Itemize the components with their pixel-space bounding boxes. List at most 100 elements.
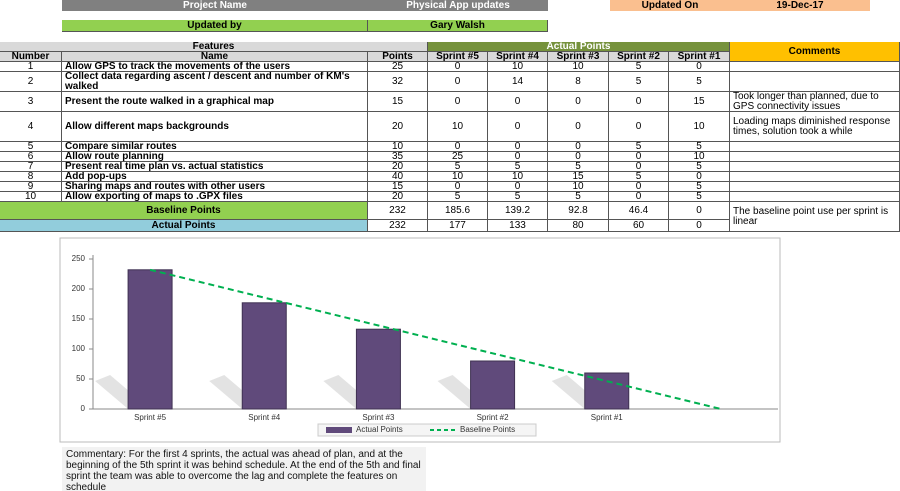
sprint-points: 5 bbox=[669, 72, 730, 92]
sprint-points: 0 bbox=[428, 92, 488, 112]
sprint-points: 10 bbox=[548, 62, 609, 72]
bar bbox=[470, 360, 516, 410]
row-number: 7 bbox=[0, 162, 62, 172]
points: 20 bbox=[368, 112, 428, 142]
summary-sprint: 177 bbox=[428, 220, 488, 232]
sprint-points: 14 bbox=[488, 72, 548, 92]
points: 10 bbox=[368, 142, 428, 152]
summary-sprint: 92.8 bbox=[548, 202, 609, 220]
summary-label: Baseline Points bbox=[0, 202, 368, 220]
sprint-points: 0 bbox=[669, 172, 730, 182]
sprint-points: 15 bbox=[669, 92, 730, 112]
sprint-points: 5 bbox=[669, 142, 730, 152]
legend-box bbox=[317, 423, 537, 437]
sprint-points: 0 bbox=[488, 142, 548, 152]
sprint-points: 5 bbox=[428, 162, 488, 172]
legend-label: Actual Points bbox=[356, 425, 403, 434]
points: 15 bbox=[368, 182, 428, 192]
updated-by: Gary Walsh bbox=[368, 20, 548, 32]
sprint-points: 0 bbox=[428, 72, 488, 92]
project-name: Physical App updates bbox=[368, 0, 548, 11]
sprint-points: 0 bbox=[609, 192, 669, 202]
y-tick-label: 150 bbox=[72, 314, 86, 323]
y-tick-label: 250 bbox=[72, 254, 86, 263]
summary-label: Actual Points bbox=[0, 220, 368, 232]
chart-frame bbox=[59, 237, 781, 443]
x-tick-label: Sprint #4 bbox=[248, 413, 281, 422]
feature-name: Present the route walked in a graphical … bbox=[62, 92, 368, 112]
features-header: Features bbox=[0, 42, 428, 52]
feature-name: Add pop-ups bbox=[62, 172, 368, 182]
points: 20 bbox=[368, 162, 428, 172]
row-number: 2 bbox=[0, 72, 62, 92]
project-label: Project Name bbox=[62, 0, 368, 11]
summary-points: 232 bbox=[368, 220, 428, 232]
summary-sprint: 60 bbox=[609, 220, 669, 232]
sprint-points: 10 bbox=[428, 172, 488, 182]
sprint-points: 5 bbox=[548, 192, 609, 202]
row-number: 4 bbox=[0, 112, 62, 142]
x-tick-label: Sprint #5 bbox=[134, 413, 167, 422]
sprint-points: 5 bbox=[669, 192, 730, 202]
legend-swatch bbox=[326, 427, 352, 433]
sprint-points: 0 bbox=[428, 182, 488, 192]
updated-on-label: Updated On bbox=[610, 0, 730, 11]
sprint-points: 10 bbox=[548, 182, 609, 192]
feature-name: Allow different maps backgrounds bbox=[62, 112, 368, 142]
feature-name: Present real time plan vs. actual statis… bbox=[62, 162, 368, 172]
sprint-points: 0 bbox=[548, 92, 609, 112]
summary-sprint: 0 bbox=[669, 202, 730, 220]
row-number: 1 bbox=[0, 62, 62, 72]
sprint-points: 25 bbox=[428, 152, 488, 162]
feature-name: Compare similar routes bbox=[62, 142, 368, 152]
row-number: 9 bbox=[0, 182, 62, 192]
y-tick-label: 0 bbox=[81, 404, 86, 413]
summary-points: 232 bbox=[368, 202, 428, 220]
row-number: 3 bbox=[0, 92, 62, 112]
sprint-points: 0 bbox=[609, 92, 669, 112]
column-header: Sprint #5 bbox=[428, 52, 488, 62]
feature-name: Collect data regarding ascent / descent … bbox=[62, 72, 368, 92]
summary-sprint: 133 bbox=[488, 220, 548, 232]
column-header: Name bbox=[62, 52, 368, 62]
feature-name: Sharing maps and routes with other users bbox=[62, 182, 368, 192]
summary-sprint: 139.2 bbox=[488, 202, 548, 220]
sprint-points: 0 bbox=[609, 112, 669, 142]
legend-label: Baseline Points bbox=[460, 425, 515, 434]
sprint-points: 0 bbox=[548, 152, 609, 162]
summary-sprint: 185.6 bbox=[428, 202, 488, 220]
x-tick-label: Sprint #2 bbox=[477, 413, 510, 422]
sprint-points: 0 bbox=[609, 162, 669, 172]
sprint-points: 5 bbox=[669, 182, 730, 192]
y-tick-label: 100 bbox=[72, 344, 86, 353]
actual-header: Actual Points bbox=[428, 42, 730, 52]
sprint-points: 5 bbox=[609, 62, 669, 72]
sprint-points: 10 bbox=[669, 112, 730, 142]
points: 32 bbox=[368, 72, 428, 92]
sprint-points: 0 bbox=[669, 62, 730, 72]
row-number: 6 bbox=[0, 152, 62, 162]
points: 20 bbox=[368, 192, 428, 202]
sprint-points: 0 bbox=[548, 112, 609, 142]
sprint-points: 0 bbox=[428, 142, 488, 152]
feature-name: Allow route planning bbox=[62, 152, 368, 162]
column-header: Number bbox=[0, 52, 62, 62]
sprint-points: 5 bbox=[609, 142, 669, 152]
feature-name: Allow GPS to track the movements of the … bbox=[62, 62, 368, 72]
feature-name: Allow exporting of maps to .GPX files bbox=[62, 192, 368, 202]
column-header: Sprint #4 bbox=[488, 52, 548, 62]
points: 35 bbox=[368, 152, 428, 162]
sprint-points: 5 bbox=[488, 192, 548, 202]
summary-sprint: 80 bbox=[548, 220, 609, 232]
sprint-points: 8 bbox=[548, 72, 609, 92]
x-tick-label: Sprint #3 bbox=[362, 413, 395, 422]
sprint-points: 0 bbox=[488, 182, 548, 192]
summary-sprint: 46.4 bbox=[609, 202, 669, 220]
updated-by-label: Updated by bbox=[62, 20, 368, 32]
summary-sprint: 0 bbox=[669, 220, 730, 232]
sprint-points: 0 bbox=[548, 142, 609, 152]
bar bbox=[584, 372, 630, 410]
sprint-points: 10 bbox=[488, 62, 548, 72]
